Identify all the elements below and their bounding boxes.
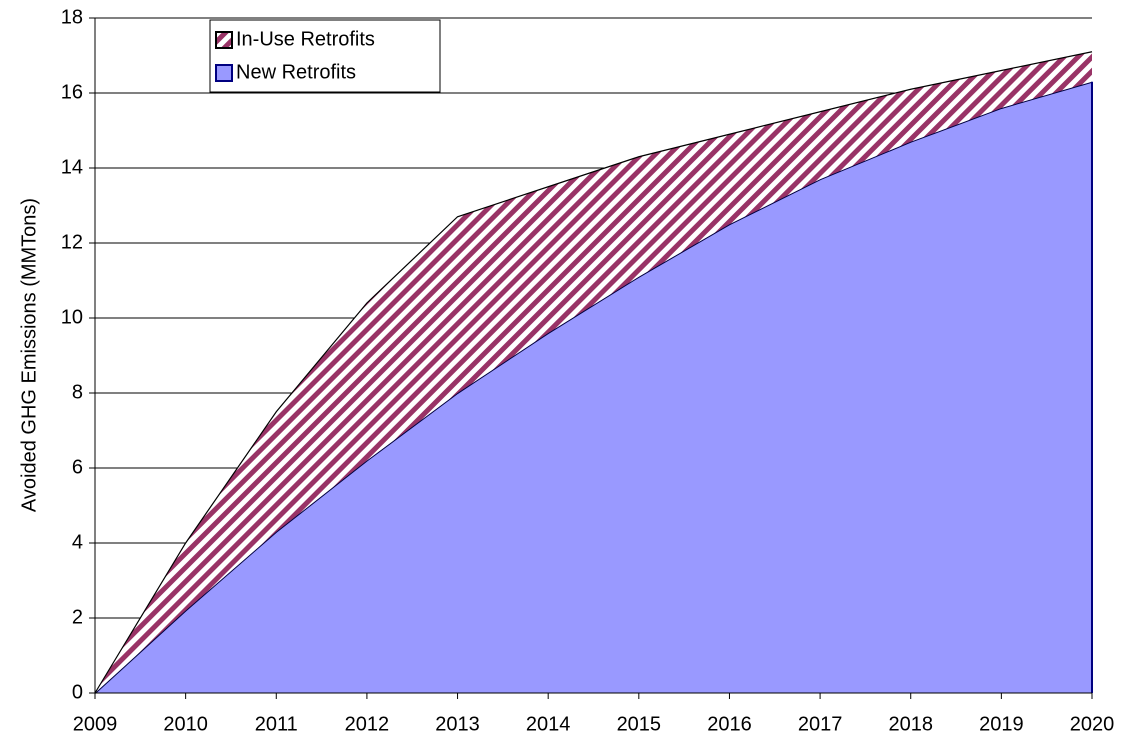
x-tick-label: 2013 <box>435 713 480 735</box>
legend-swatch <box>215 64 233 82</box>
y-tick-label: 12 <box>61 231 83 253</box>
legend-label: New Retrofits <box>236 61 356 83</box>
y-tick-label: 0 <box>72 681 83 703</box>
y-tick-label: 2 <box>72 606 83 628</box>
y-tick-label: 4 <box>72 531 83 553</box>
x-tick-label: 2015 <box>617 713 662 735</box>
y-axis-label: Avoided GHG Emissions (MMTons) <box>18 198 40 512</box>
x-tick-label: 2019 <box>979 713 1024 735</box>
area-edge <box>94 51 1093 694</box>
legend-box <box>209 19 441 93</box>
x-tick-label: 2012 <box>345 713 390 735</box>
y-tick-label: 10 <box>61 306 83 328</box>
y-tick-label: 6 <box>72 456 83 478</box>
y-tick-label: 8 <box>72 381 83 403</box>
x-tick-label: 2016 <box>707 713 752 735</box>
y-tick-label: 18 <box>61 6 83 28</box>
y-tick-label: 16 <box>61 81 83 103</box>
x-tick-label: 2018 <box>888 713 933 735</box>
x-tick-label: 2017 <box>798 713 843 735</box>
legend-swatch <box>215 31 233 49</box>
x-tick-label: 2014 <box>526 713 571 735</box>
x-tick-label: 2010 <box>163 713 208 735</box>
x-tick-label: 2011 <box>255 713 298 735</box>
area <box>95 51 1092 693</box>
legend-label: In-Use Retrofits <box>236 28 375 50</box>
legend: In-Use Retrofits New Retrofits <box>209 19 441 93</box>
y-tick-label: 14 <box>61 156 83 178</box>
area <box>95 81 1092 693</box>
x-tick-label: 2009 <box>73 713 118 735</box>
x-tick-label: 2020 <box>1070 713 1115 735</box>
